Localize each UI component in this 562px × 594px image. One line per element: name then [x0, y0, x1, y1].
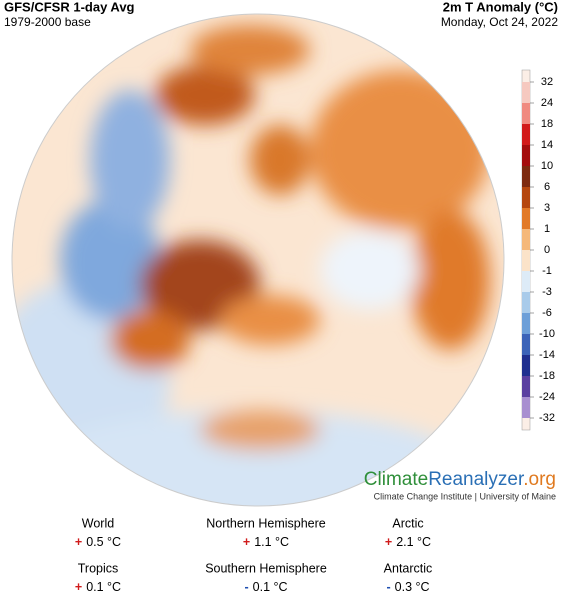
colorbar-label: 10 [541, 160, 553, 172]
colorbar-segment [522, 355, 530, 376]
title: GFS/CFSR 1-day Avg [4, 0, 135, 14]
region-anomaly: +2.1 °C [385, 535, 431, 549]
logo-credit: Climate Change Institute | University of… [374, 491, 556, 501]
region-anomaly: -0.3 °C [386, 580, 429, 594]
colorbar-label: -24 [539, 391, 555, 403]
colorbar-label: 0 [544, 244, 550, 256]
colorbar-label: -18 [539, 370, 555, 382]
colorbar-label: 3 [544, 202, 550, 214]
region-name: Antarctic [384, 561, 433, 575]
colorbar-label: 6 [544, 181, 550, 193]
logo-part: .org [523, 469, 556, 490]
colorbar-segment [522, 166, 530, 187]
region-name: World [82, 516, 114, 530]
anomaly-sign: - [244, 580, 248, 594]
logo-part: Climate [364, 469, 428, 490]
logo: ClimateReanalyzer.org [364, 469, 556, 490]
colorbar-segment [522, 124, 530, 145]
subtitle: 1979-2000 base [4, 15, 91, 29]
region-anomaly: +1.1 °C [243, 535, 289, 549]
anomaly-value: 0.1 °C [253, 580, 288, 594]
colorbar-segment [522, 292, 530, 313]
colorbar-label: -1 [542, 265, 552, 277]
colorbar-segment [522, 334, 530, 355]
colorbar-segment [522, 82, 530, 103]
colorbar-label: 18 [541, 118, 553, 130]
anomaly-sign: + [75, 535, 82, 549]
colorbar-segment [522, 187, 530, 208]
anomaly-value: 0.5 °C [86, 535, 121, 549]
date: Monday, Oct 24, 2022 [441, 15, 559, 29]
variable: 2m T Anomaly (°C) [443, 0, 558, 14]
globe [12, 14, 504, 506]
colorbar-segment [522, 145, 530, 166]
colorbar-label: -6 [542, 307, 552, 319]
colorbar-label: -32 [539, 412, 555, 424]
anomaly-value: 0.3 °C [395, 580, 430, 594]
colorbar-segment [522, 103, 530, 124]
anomaly-sign: + [243, 535, 250, 549]
region-name: Northern Hemisphere [206, 516, 326, 530]
logo-part: Reanalyzer [428, 469, 525, 490]
anomaly-sign: + [75, 580, 82, 594]
region-anomaly: -0.1 °C [244, 580, 287, 594]
anomaly-sign: - [386, 580, 390, 594]
anomaly-value: 1.1 °C [254, 535, 289, 549]
colorbar-label: 24 [541, 97, 553, 109]
anomaly-value: 0.1 °C [86, 580, 121, 594]
colorbar-segment [522, 271, 530, 292]
colorbar-label: -10 [539, 328, 555, 340]
colorbar-segment [522, 397, 530, 418]
colorbar-label: 1 [544, 223, 550, 235]
colorbar-label: 14 [541, 139, 553, 151]
region-name: Arctic [392, 516, 423, 530]
colorbar-segment [522, 313, 530, 334]
colorbar-segment [522, 376, 530, 397]
region-name: Southern Hemisphere [205, 561, 327, 575]
anomaly-sign: + [385, 535, 392, 549]
colorbar-segment [522, 229, 530, 250]
region-anomaly: +0.5 °C [75, 535, 121, 549]
anomaly-value: 2.1 °C [396, 535, 431, 549]
colorbar-segment [522, 250, 530, 271]
colorbar-label: -14 [539, 349, 555, 361]
region-name: Tropics [78, 561, 119, 575]
colorbar-segment [522, 208, 530, 229]
region-anomaly: +0.1 °C [75, 580, 121, 594]
colorbar-label: -3 [542, 286, 552, 298]
colorbar-label: 32 [541, 76, 553, 88]
